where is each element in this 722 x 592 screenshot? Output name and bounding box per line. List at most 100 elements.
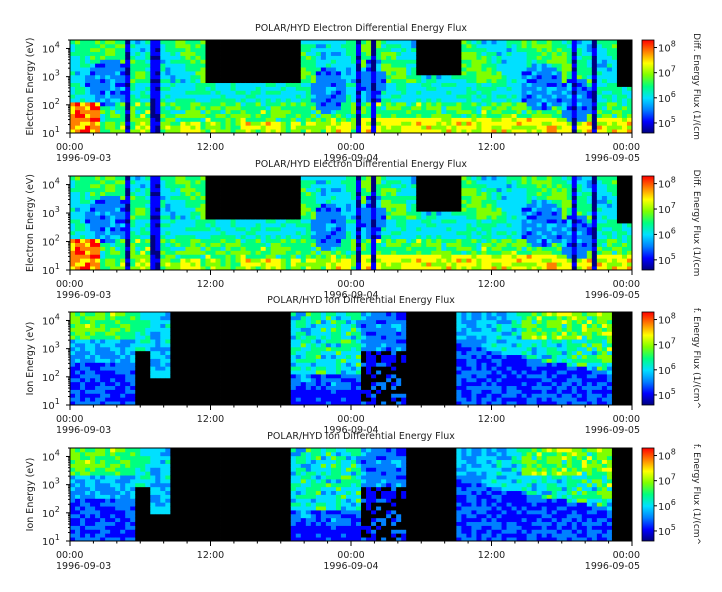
spectrogram-cell (486, 254, 492, 259)
spectrogram-cell (235, 109, 242, 115)
spectrogram-cell (486, 105, 492, 111)
spectrogram-cell (135, 203, 141, 208)
spectrogram-cell (150, 219, 156, 224)
spectrogram-cell (611, 55, 618, 60)
spectrogram-cell (340, 98, 347, 103)
spectrogram-cell (95, 113, 101, 118)
spectrogram-cell (416, 63, 422, 68)
spectrogram-cell (396, 71, 402, 76)
spectrogram-cell (456, 51, 462, 56)
spectrogram-cell (75, 191, 81, 196)
spectrogram-cell (220, 94, 226, 99)
spectrogram-cell (195, 113, 201, 118)
spectrogram-cell (220, 223, 226, 228)
spectrogram-cell (80, 51, 86, 56)
spectrogram-cell (611, 105, 618, 111)
spectrogram-cell (376, 94, 382, 99)
spectrogram-cell (270, 102, 277, 107)
spectrogram-cell (300, 242, 307, 247)
spectrogram-cell (320, 129, 327, 134)
spectrogram-cell (386, 59, 392, 64)
spectrogram-cell (521, 94, 528, 99)
spectrogram-cell (496, 47, 502, 53)
spectrogram-cell (145, 191, 151, 196)
spectrogram-cell (426, 266, 432, 271)
spectrogram-cell (441, 82, 447, 87)
spectrogram-cell (521, 187, 528, 193)
spectrogram-cell (526, 183, 533, 189)
spectrogram-cell (290, 199, 297, 204)
spectrogram-cell (551, 102, 558, 107)
spectrogram-cell (591, 125, 598, 130)
spectrogram-cells (70, 176, 633, 271)
spectrogram-cell (205, 117, 211, 122)
spectrogram-cell (446, 59, 452, 64)
spectrogram-cell (496, 215, 502, 220)
spectrogram-cell (356, 219, 362, 224)
spectrogram-cell (421, 113, 427, 118)
spectrogram-cell (280, 223, 287, 228)
spectrogram-cell (100, 71, 106, 76)
spectrogram-cell (531, 55, 538, 60)
colorbar-label: Diff. Energy Flux (1/(cm (691, 33, 701, 140)
spectrogram-cell (215, 223, 221, 228)
spectrogram-cell (436, 203, 442, 208)
spectrogram-cell (506, 258, 512, 263)
spectrogram-cell (130, 90, 136, 95)
spectrogram-cell (105, 187, 111, 193)
spectrogram-cell (260, 199, 267, 204)
spectrogram-cell (140, 176, 146, 181)
spectrogram-cell (376, 179, 382, 185)
spectrogram-cell (175, 98, 181, 103)
spectrogram-cell (195, 230, 201, 236)
spectrogram-cell (120, 219, 126, 224)
spectrogram-cell (95, 59, 101, 64)
spectrogram-cell (95, 230, 101, 236)
spectrogram-cell (210, 191, 216, 196)
spectrogram-cell (446, 94, 452, 99)
spectrogram-cell (456, 109, 462, 115)
spectrogram-cell (421, 203, 427, 208)
spectrogram-cell (516, 254, 523, 259)
spectrogram-cell (250, 199, 257, 204)
spectrogram-cell (270, 211, 277, 216)
spectrogram-cell (386, 246, 392, 251)
spectrogram-cell (481, 82, 487, 87)
spectrogram-cell (200, 191, 206, 196)
spectrogram-cell (335, 78, 342, 84)
spectrogram-cell (481, 74, 487, 80)
spectrogram-cell (295, 266, 302, 271)
spectrogram-cell (536, 121, 543, 126)
spectrogram-cell (426, 215, 432, 220)
spectrogram-cell (95, 90, 101, 95)
spectrogram-cell (290, 105, 297, 111)
spectrogram-cell (486, 78, 492, 84)
spectrogram-cell (325, 215, 332, 220)
spectrogram-cell (411, 223, 417, 228)
spectrogram-cell (180, 223, 186, 228)
spectrogram-cell (591, 67, 598, 72)
spectrogram-cell (596, 105, 603, 111)
spectrogram-cell (215, 55, 221, 60)
spectrogram-cell (100, 40, 106, 45)
spectrogram-cell (356, 86, 362, 91)
spectrogram-cell (320, 90, 327, 95)
spectrogram-cell (255, 195, 262, 200)
spectrogram-cell (626, 40, 633, 45)
spectrogram-cell (406, 55, 412, 60)
spectrogram-cell (235, 183, 242, 189)
spectrogram-cell (511, 223, 517, 228)
spectrogram-cell (90, 59, 96, 64)
spectrogram-cell (506, 203, 512, 208)
spectrogram-cell (285, 230, 292, 236)
spectrogram-cell (416, 113, 422, 118)
spectrogram-cell (100, 215, 106, 220)
spectrogram-cell (245, 238, 252, 243)
spectrogram-cell (95, 82, 101, 87)
spectrogram-cell (396, 195, 402, 200)
spectrogram-cell (260, 262, 267, 267)
spectrogram-cell (245, 203, 252, 208)
spectrogram-cell (100, 90, 106, 95)
spectrogram-cell (200, 74, 206, 80)
spectrogram-cell (431, 223, 437, 228)
